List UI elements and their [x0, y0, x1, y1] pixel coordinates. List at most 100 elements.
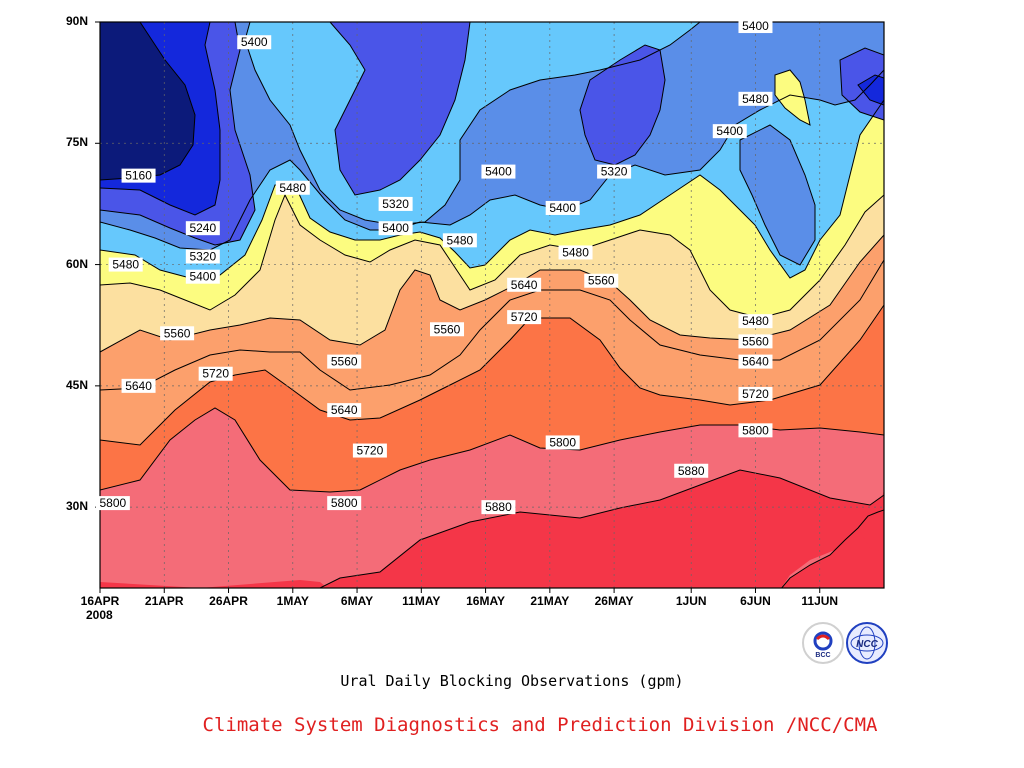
fill-blob-5480-n	[775, 70, 810, 125]
contour-label-bg	[507, 310, 542, 325]
contour-label: 5400	[545, 200, 580, 215]
contour-line	[319, 469, 884, 588]
x-tick-label: 1JUN	[675, 594, 707, 608]
contour-label-bg	[558, 245, 593, 260]
contour-label-text: 5640	[511, 278, 538, 292]
bcc-logo: BCC	[802, 622, 844, 664]
contour-label-text: 5480	[742, 92, 769, 106]
contour-label-text: 5400	[382, 221, 409, 235]
contour-label: 5400	[481, 164, 516, 179]
contour-label: 5480	[738, 314, 773, 329]
contour-label-bg	[674, 463, 709, 478]
contour-label-bg	[545, 435, 580, 450]
ncc-logo-text: NCC	[856, 639, 878, 650]
contour-label-bg	[275, 180, 310, 195]
contour-label-bg	[481, 164, 516, 179]
contour-label-bg	[738, 334, 773, 349]
contour-label: 5800	[545, 435, 580, 450]
contour-label-text: 5400	[485, 165, 512, 179]
contour-label-bg	[738, 423, 773, 438]
contour-line	[100, 234, 884, 353]
contour-label-text: 5640	[742, 355, 769, 369]
contour-label-bg	[738, 386, 773, 401]
contour-label: 5480	[558, 245, 593, 260]
fill-blob-5320-a	[330, 22, 470, 195]
contour-label-text: 5720	[742, 387, 769, 401]
contour-label-text: 5640	[331, 403, 358, 417]
contour-line	[781, 509, 884, 588]
contour-label-text: 5720	[511, 310, 538, 324]
contour-label: 5400	[712, 124, 747, 138]
contour-label: 5720	[198, 366, 233, 381]
grid-lines	[100, 22, 884, 588]
contour-line	[579, 44, 666, 166]
contour-label-text: 5720	[202, 367, 229, 381]
contour-label: 5480	[108, 257, 143, 272]
contour-label: 5320	[185, 249, 220, 264]
y-tick-label: 75N	[66, 135, 89, 150]
contour-label-bg	[738, 354, 773, 369]
contour-line	[100, 22, 256, 246]
contour-label-text: 5400	[549, 201, 576, 215]
contour-label-bg	[378, 221, 413, 236]
contour-label-bg	[185, 269, 220, 284]
contour-label: 5400	[237, 35, 272, 50]
contour-label: 5560	[738, 334, 773, 349]
contour-label-bg	[597, 164, 632, 179]
contour-label-text: 5560	[164, 326, 191, 340]
credit-line: Climate System Diagnostics and Predictio…	[202, 714, 878, 736]
x-tick-label: 6MAY	[340, 594, 374, 608]
x-tick-label: 26MAY	[594, 594, 634, 608]
x-tick-label: 11JUN	[801, 594, 839, 608]
contour-label: 5240	[185, 221, 220, 236]
contour-line	[774, 69, 811, 126]
fill-5880-south	[320, 470, 884, 588]
contour-label-bg	[507, 277, 542, 292]
bcc-logo-text: BCC	[815, 652, 830, 659]
contour-label-text: 5160	[125, 169, 152, 183]
contour-label-bg	[108, 257, 143, 272]
contour-label-bg	[160, 326, 195, 341]
contour-label-text: 5400	[742, 19, 769, 33]
contour-label-bg	[738, 19, 773, 34]
contour-label-text: 5480	[742, 314, 769, 328]
contour-line	[100, 193, 884, 319]
contour-line	[839, 47, 884, 121]
fill-below-5080	[100, 22, 195, 180]
contour-label-bg	[352, 443, 387, 458]
y-tick-label: 90N	[66, 14, 89, 28]
chart-title: Ural Daily Blocking Observations (gpm)	[340, 672, 684, 690]
contour-label: 5560	[430, 322, 465, 337]
contour-label: 5400	[378, 221, 413, 236]
contour-label: 5720	[352, 443, 387, 458]
contour-label-bg	[430, 322, 465, 337]
contour-label-text: 5480	[112, 258, 139, 272]
contour-label-bg	[185, 221, 220, 236]
contour-label-bg	[481, 500, 516, 515]
contour-line	[857, 74, 884, 106]
contour-label-bg	[95, 496, 130, 511]
contour-label: 5320	[378, 196, 413, 211]
x-axis-year: 2008	[86, 608, 113, 622]
contour-label: 5480	[442, 233, 477, 248]
y-tick-label: 45N	[66, 377, 89, 392]
contour-label-bg	[378, 196, 413, 211]
bcc-logo-icon: BCC	[813, 631, 833, 659]
contour-label: 5640	[738, 354, 773, 369]
contour-label-text: 5400	[241, 35, 268, 49]
contour-label-bg	[185, 249, 220, 264]
contour-label: 5800	[327, 496, 362, 511]
contour-label-text: 5560	[588, 274, 615, 288]
contour-label-text: 5560	[434, 322, 461, 336]
contour-label: 5400	[185, 269, 220, 284]
contour-label: 5400	[738, 19, 773, 34]
contour-label-text: 5880	[678, 464, 705, 478]
plot-frame	[99, 21, 885, 589]
contour-label-text: 5320	[382, 197, 409, 211]
fill-blob-5400-ne	[740, 125, 815, 265]
contour-label-bg	[584, 273, 619, 288]
contour-label-text: 5800	[331, 496, 358, 510]
contour-label: 5800	[95, 496, 130, 511]
contour-label-bg	[442, 233, 477, 248]
